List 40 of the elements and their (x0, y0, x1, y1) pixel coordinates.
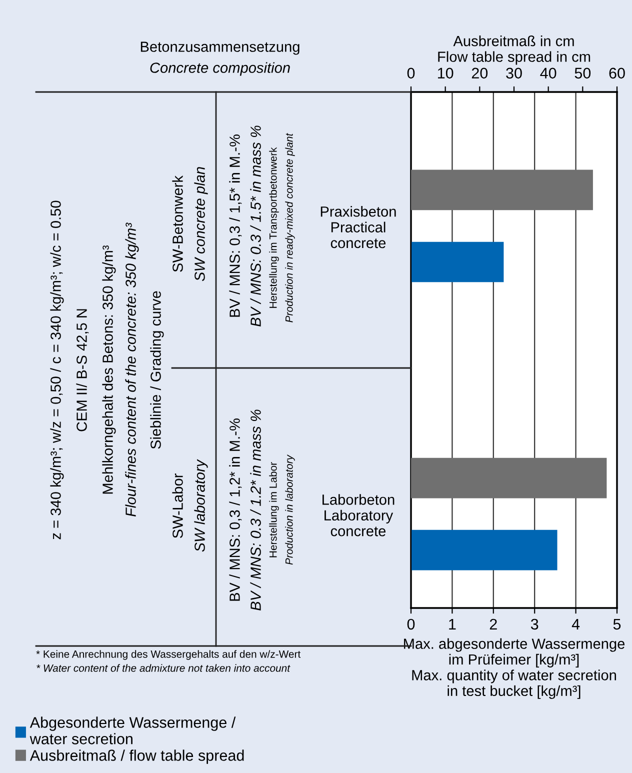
y-tick-label: Laborbeton Laboratory concrete (322, 494, 394, 536)
text: BV / MNS: 0.3 / 1.5* in mass % (250, 126, 261, 326)
x-tick-label: 0 (407, 618, 415, 630)
x2-tick-label: 20 (472, 68, 488, 79)
text: Herstellung im Labor (269, 462, 279, 558)
text: z = 340 kg/m³; w/z = 0,50 / c = 340 kg/m³; w/c = 0.50 (50, 200, 64, 540)
text: SW concrete plan (194, 167, 208, 282)
text: BV / MNS: 0,3 / 1,5* in M.-% (229, 134, 242, 317)
text: SW-Labor (172, 474, 183, 538)
x-tick-label: 2 (490, 618, 497, 630)
text: Sieblinie / Grading curve (150, 291, 164, 449)
legend-label: Ausbreitmaß / flow table spread (30, 750, 244, 764)
text: SW laboratory (194, 459, 208, 552)
text: CEM II/ B-S 42,5 N (76, 309, 89, 432)
x2-axis-title: Ausbreitmaß in cm Flow table spread in cm (438, 36, 590, 65)
text: Concrete composition (150, 62, 290, 76)
legend-label: Abgesonderte Wassermenge / water secretion (30, 716, 236, 744)
text: Production in laboratory (285, 454, 295, 565)
x-tick-label: 4 (572, 618, 580, 630)
text: BV / MNS: 0,3 / 1,2* in M.-% (229, 418, 242, 601)
x-tick-label: 1 (449, 618, 456, 630)
x-axis-title: Max. abgesonderte Wassermenge im Prüfeimer [kg/m³] Max. quantity of water secretion in test bucket [kg/m³] (404, 638, 625, 699)
text: Production in ready-mixed concrete plant (285, 132, 295, 322)
text: Flour-fines content of the concrete: 350 kg/m³ (125, 222, 139, 517)
x2-tick-label: 30 (506, 68, 522, 79)
text: SW-Betonwerk (172, 175, 183, 272)
x2-tick-label: 0 (407, 68, 415, 79)
x2-tick-label: 40 (540, 68, 556, 79)
y-tick-label: Praxisbeton Practical concrete (320, 206, 396, 248)
x-tick-label: 5 (613, 618, 621, 630)
text: BV / MNS: 0.3 / 1.2* in mass % (250, 410, 261, 610)
text: * Water content of the admixture not taken into account (36, 664, 290, 672)
text: Herstellung im Transportbetonwerk (269, 147, 279, 308)
text: Betonzusammensetzung (140, 42, 300, 55)
text: * Keine Anrechnung des Wassergehalts auf den w/z-Wert (36, 650, 301, 660)
x2-tick-label: 10 (438, 68, 454, 79)
x2-tick-label: 50 (574, 68, 591, 79)
x-tick-label: 3 (530, 618, 538, 630)
text: Mehlkorngehalt des Betons: 350 kg/m³ (102, 245, 116, 494)
x2-tick-label: 60 (609, 68, 625, 79)
